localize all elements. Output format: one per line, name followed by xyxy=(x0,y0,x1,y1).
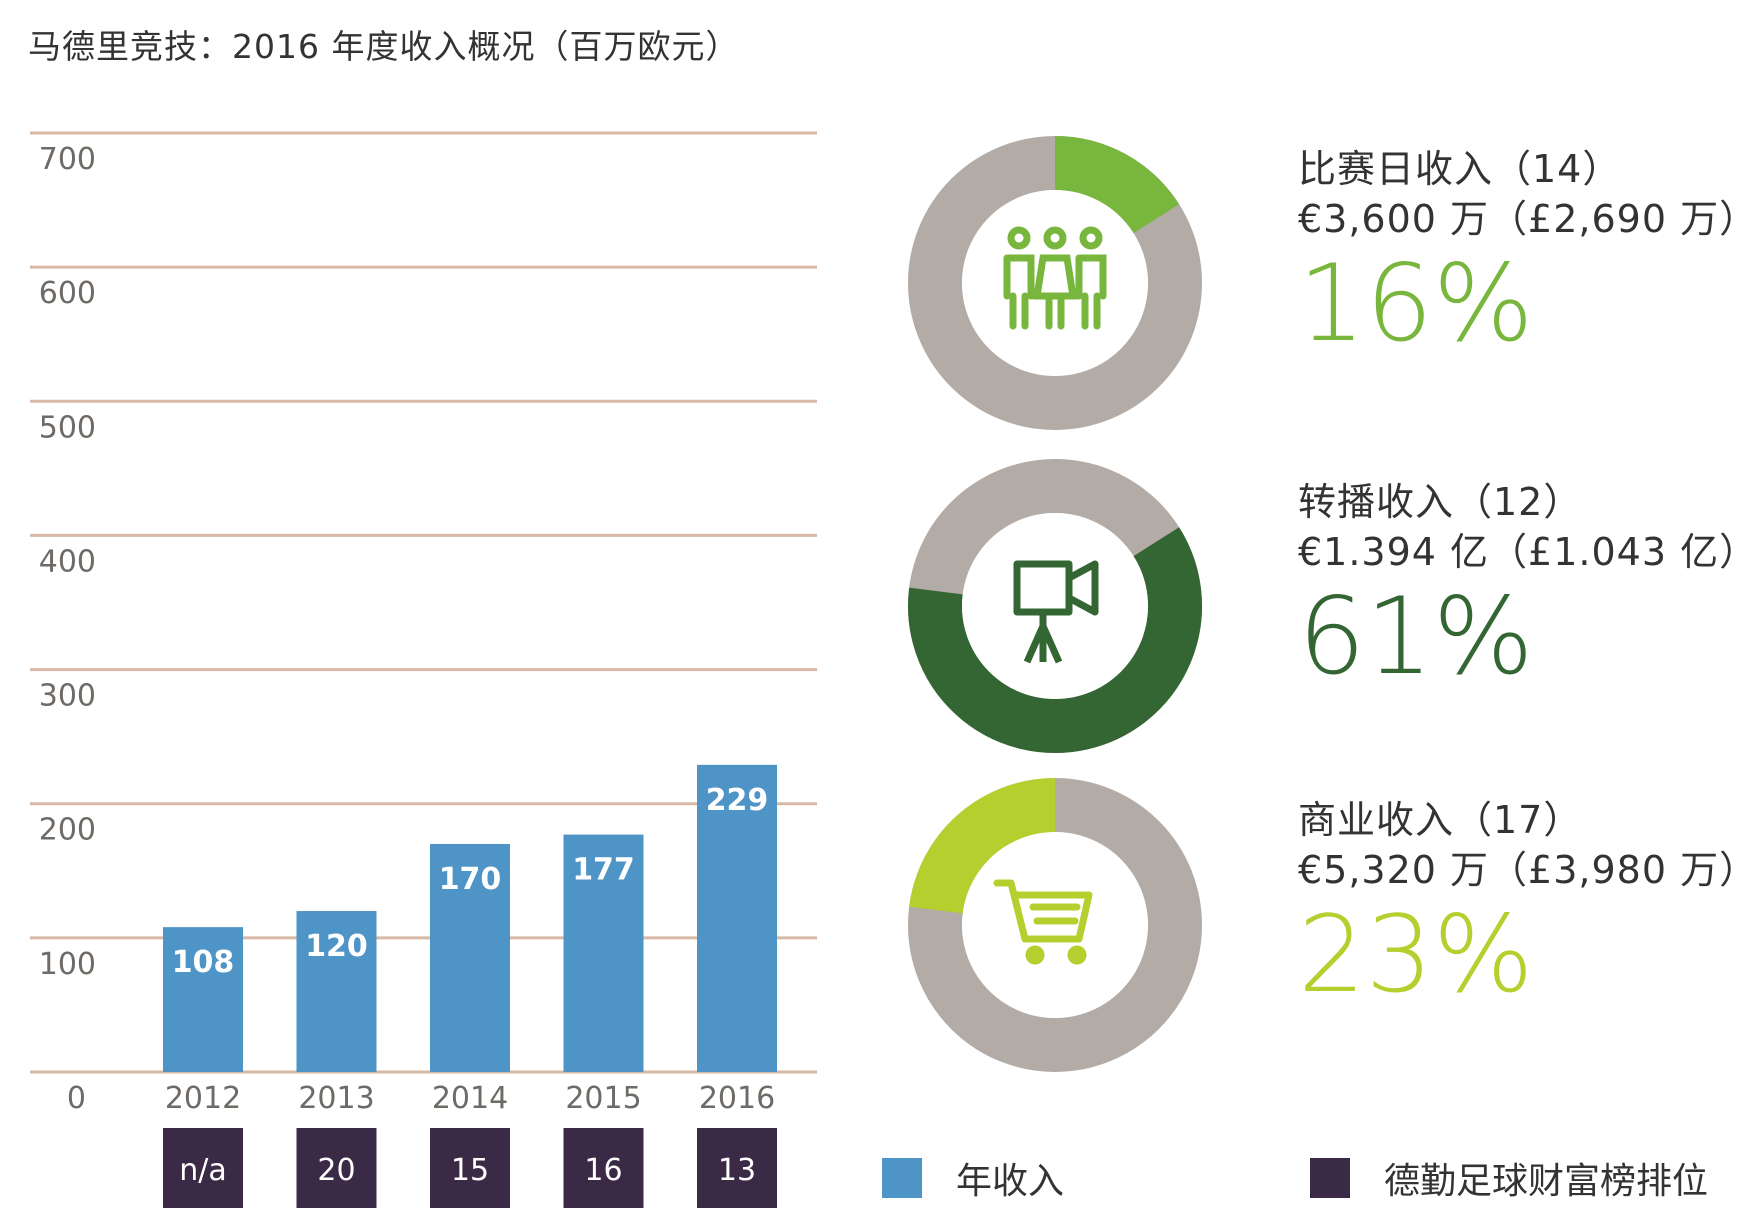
rank-box xyxy=(296,1128,377,1208)
rank-label: 13 xyxy=(718,1153,756,1188)
y-tick-label: 0 xyxy=(67,1081,86,1116)
donut-segment-broadcast xyxy=(908,527,1202,753)
rank-label: 15 xyxy=(451,1153,489,1188)
x-tick-label: 2012 xyxy=(165,1081,241,1116)
segment-percent: 61% xyxy=(1298,575,1534,698)
bar-value-label: 229 xyxy=(706,783,769,818)
bar-value-label: 120 xyxy=(305,929,368,964)
segment-name: 转播收入（12） xyxy=(1298,480,1583,524)
segment-name: 比赛日收入（14） xyxy=(1298,147,1622,191)
y-tick-label: 100 xyxy=(39,947,96,982)
donut-segment-matchday xyxy=(1054,136,1180,234)
x-tick-label: 2016 xyxy=(699,1081,775,1116)
y-tick-label: 300 xyxy=(39,679,96,714)
y-tick-label: 700 xyxy=(39,142,96,177)
rank-box xyxy=(563,1128,644,1208)
donut-center xyxy=(962,513,1148,699)
rank-box xyxy=(430,1128,510,1208)
bar-value-label: 177 xyxy=(572,853,635,888)
bar xyxy=(163,927,243,1072)
segment-amount: €1.394 亿（£1.043 亿） xyxy=(1298,530,1759,574)
x-tick-label: 2015 xyxy=(565,1081,641,1116)
segment-info-commercial: 商业收入（17） €5,320 万（£3,980 万） 23% xyxy=(1298,795,1758,1015)
bar xyxy=(563,834,644,1072)
segment-percent: 16% xyxy=(1298,242,1534,365)
x-tick-label: 2014 xyxy=(432,1081,508,1116)
legend-swatch-rank xyxy=(1310,1158,1350,1198)
segment-info-broadcast: 转播收入（12） €1.394 亿（£1.043 亿） 61% xyxy=(1298,477,1758,697)
y-tick-label: 200 xyxy=(39,813,96,848)
bar xyxy=(697,764,777,1072)
bar-value-label: 108 xyxy=(172,945,235,980)
rank-label: 20 xyxy=(317,1153,355,1188)
donut-segment-commercial xyxy=(909,778,1056,915)
rank-label: n/a xyxy=(179,1153,227,1188)
x-tick-label: 2013 xyxy=(298,1081,374,1116)
y-tick-label: 500 xyxy=(39,410,96,445)
rank-box xyxy=(697,1128,777,1208)
legend-swatch-revenue xyxy=(882,1158,922,1198)
segment-name: 商业收入（17） xyxy=(1298,798,1583,842)
y-tick-label: 600 xyxy=(39,276,96,311)
segment-percent: 23% xyxy=(1298,893,1534,1016)
legend-item-rank: 德勤足球财富榜排位 xyxy=(1310,1152,1708,1204)
people-icon xyxy=(1003,226,1107,330)
rank-box xyxy=(163,1128,243,1208)
bar-value-label: 170 xyxy=(439,862,502,897)
legend-label-rank: 德勤足球财富榜排位 xyxy=(1384,1161,1709,1202)
video-camera-icon xyxy=(1013,560,1099,664)
segment-amount: €5,320 万（£3,980 万） xyxy=(1298,848,1759,892)
donut-broadcast xyxy=(908,459,1202,753)
rank-label: 16 xyxy=(584,1153,622,1188)
donut-center xyxy=(962,190,1148,376)
bar xyxy=(296,911,377,1072)
y-tick-label: 400 xyxy=(39,544,96,579)
segment-info-matchday: 比赛日收入（14） €3,600 万（£2,690 万） 16% xyxy=(1298,144,1758,364)
chart-title: 马德里竞技：2016 年度收入概况（百万欧元） xyxy=(28,27,740,66)
segment-amount: €3,600 万（£2,690 万） xyxy=(1298,197,1759,241)
donut-center xyxy=(962,832,1148,1018)
bar xyxy=(430,843,510,1072)
legend-item-revenue: 年收入 xyxy=(882,1152,1064,1204)
legend-label-revenue: 年收入 xyxy=(956,1161,1065,1202)
bar-chart: 01002003004005006007001082012n/a12020132… xyxy=(30,131,817,1208)
donut-commercial xyxy=(908,778,1202,1072)
shopping-cart-icon xyxy=(993,879,1093,965)
donut-matchday xyxy=(908,136,1202,430)
